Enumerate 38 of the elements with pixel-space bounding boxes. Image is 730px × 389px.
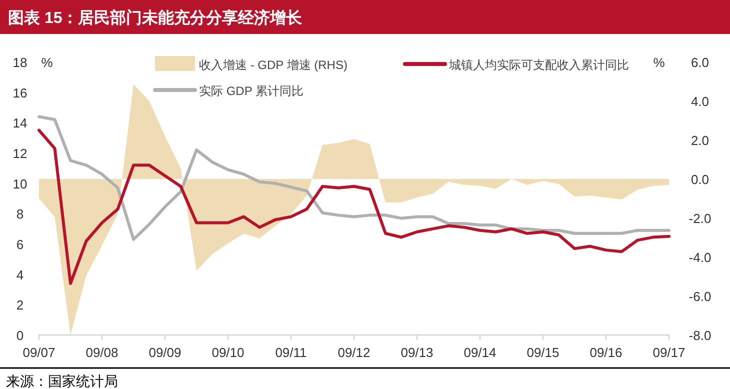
source-note: 来源：国家统计局 [6,373,118,389]
x-tick-label: 09/17 [652,345,686,360]
x-tick-label: 09/11 [275,345,307,360]
y-tick-label: 16 [12,85,28,100]
y2-tick-label: 0.0 [690,172,710,187]
y2-axis-title: % [653,55,666,70]
x-tick-label: 09/14 [464,345,496,360]
legend-label: 实际 GDP 累计同比 [199,84,304,98]
legend-label: 城镇人均实际可支配收入累计同比 [448,58,629,72]
y-axis-title: % [41,55,54,70]
line-series [38,128,670,285]
x-tick-label: 09/07 [22,345,56,360]
y-tick-label: 6 [16,237,24,252]
y-tick-label: 2 [16,298,24,313]
x-tick-label: 09/09 [148,345,182,360]
y-tick-label: 12 [12,146,28,161]
y-tick-label: 14 [12,116,28,131]
y2-tick-label: -2.0 [688,211,712,226]
legend-label: 收入增速 - GDP 增速 (RHS) [199,58,348,72]
x-tick-label: 09/16 [590,345,622,360]
y-tick-label: 18 [12,55,28,70]
x-tick-label: 09/13 [400,345,434,360]
y-tick-label: 10 [12,176,28,192]
chart-title: 图表 15：居民部门未能充分分享经济增长 [8,8,304,27]
y2-tick-label: 6.0 [690,55,710,70]
y2-tick-label: 4.0 [690,94,710,109]
line-series [38,115,670,241]
y2-tick-label: 2.0 [690,133,710,148]
y-tick-label: 8 [16,206,24,222]
y2-tick-label: -8.0 [688,328,712,343]
x-tick-label: 09/15 [526,345,560,360]
x-tick-label: 09/10 [212,345,244,360]
y-tick-label: 0 [16,328,24,343]
y2-tick-label: -4.0 [688,250,712,265]
y2-tick-label: -6.0 [688,289,712,304]
x-tick-label: 09/08 [86,345,118,360]
x-tick-label: 09/12 [338,345,370,360]
y-tick-label: 4 [16,267,24,282]
